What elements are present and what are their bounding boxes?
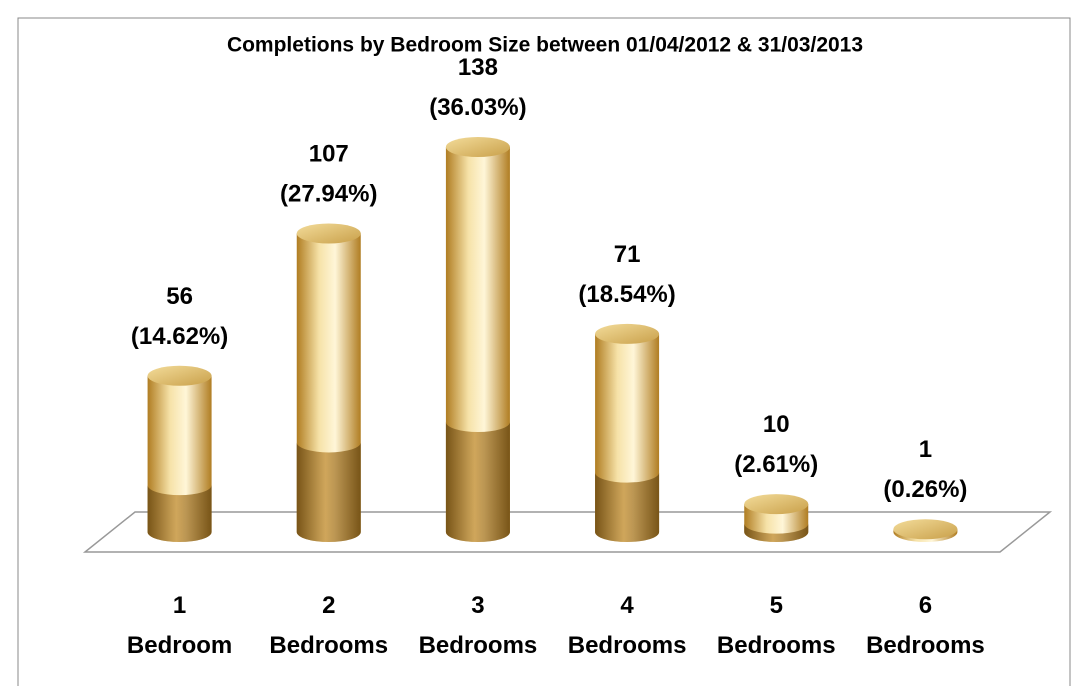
bar (445, 137, 510, 542)
bar-top (296, 223, 361, 244)
value-label: 56 (14.62%) (131, 283, 228, 350)
bar (744, 494, 809, 542)
chart-border (17, 17, 1071, 686)
value-label: 138 (36.03%) (429, 54, 526, 121)
bar-shade (445, 422, 510, 542)
chart-title: Completions by Bedroom Size between 01/0… (227, 34, 863, 57)
x-tick-label: 5 Bedrooms (717, 592, 836, 659)
value-label: 71 (18.54%) (578, 241, 675, 308)
bar-top (595, 323, 660, 344)
bar (147, 365, 212, 542)
value-label: 10 (2.61%) (734, 411, 818, 478)
x-tick-label: 2 Bedrooms (269, 592, 388, 659)
bar-top (147, 365, 212, 386)
bar-shade (147, 485, 212, 542)
x-tick-label: 4 Bedrooms (568, 592, 687, 659)
bar (893, 519, 958, 542)
bar-top (445, 137, 510, 157)
x-tick-label: 6 Bedrooms (866, 592, 985, 659)
x-tick-label: 3 Bedrooms (419, 592, 538, 659)
value-label: 1 (0.26%) (883, 437, 967, 504)
bar (595, 323, 660, 542)
bar-top (893, 519, 958, 540)
bar-shade (595, 472, 660, 542)
bar-shade (744, 523, 809, 542)
bar-shade (296, 442, 361, 542)
bar (296, 223, 361, 542)
x-tick-label: 1 Bedroom (127, 592, 232, 659)
value-label: 107 (27.94%) (280, 141, 377, 208)
bar-top (744, 494, 809, 515)
